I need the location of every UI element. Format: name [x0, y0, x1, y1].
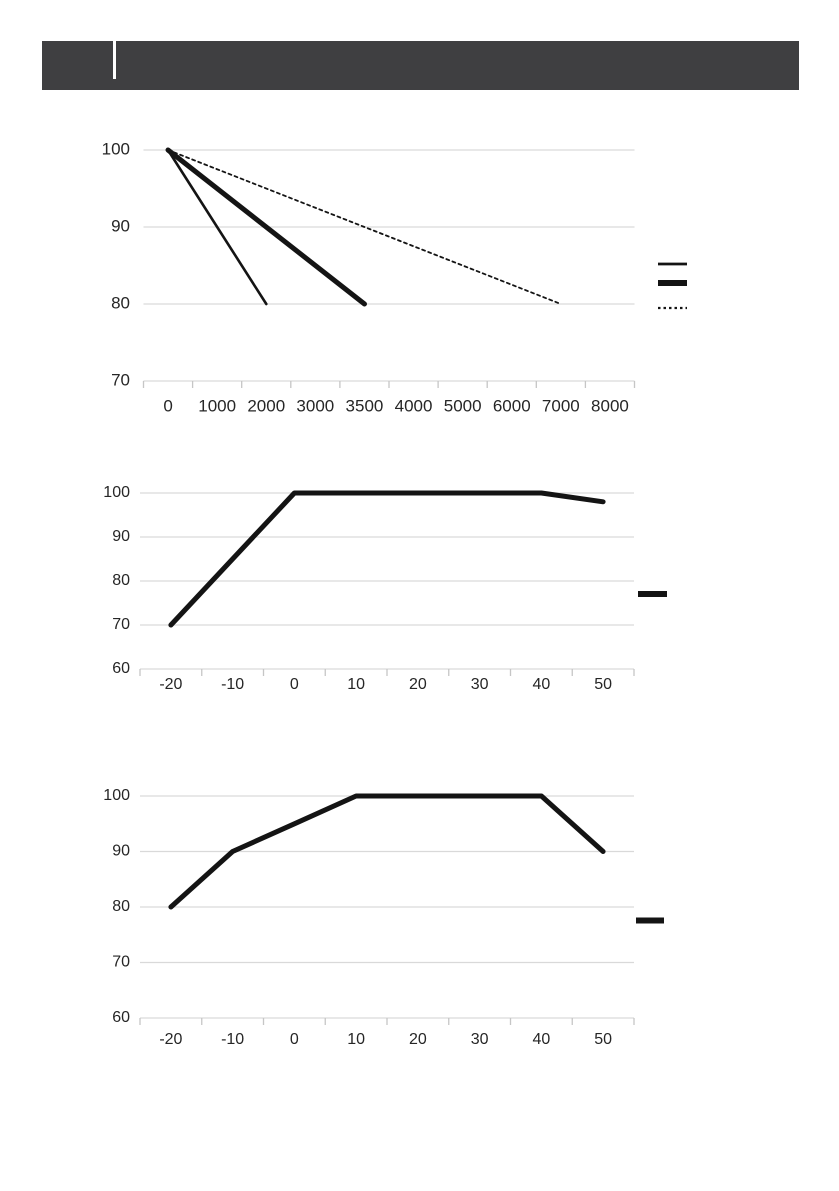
- x-tick-label: 10: [347, 676, 365, 693]
- x-tick-label: 50: [594, 676, 612, 693]
- x-tick-label: 4000: [395, 396, 433, 415]
- y-tick-labels: 100 90 80 70: [102, 139, 130, 389]
- y-tick-label: 100: [103, 484, 130, 501]
- y-tick-label: 80: [111, 293, 130, 312]
- x-tick-label: 3000: [296, 396, 334, 415]
- chart-2-svg: 100 90 80 70 60 -20 -10 0 10 20 30 40 50: [103, 484, 667, 693]
- line-chart-3: 100 90 80 70 60 -20 -10 0 10 20 30 40 50: [80, 770, 740, 1070]
- y-tick-label: 90: [112, 528, 130, 545]
- series-lines: [165, 147, 562, 307]
- x-tick-label: 0: [290, 676, 299, 693]
- x-tick-label: 40: [532, 1031, 550, 1048]
- x-tick-label: -20: [159, 676, 182, 693]
- y-tick-label: 70: [111, 370, 130, 389]
- series-thick-solid-line: [168, 490, 606, 628]
- series-thick-solid-line: [168, 793, 606, 910]
- x-tick-label: 0: [290, 1031, 299, 1048]
- y-gridlines: [140, 795, 634, 1019]
- y-tick-label: 60: [112, 1009, 130, 1026]
- x-tick-label: 30: [471, 676, 489, 693]
- legend: [658, 262, 687, 310]
- x-tick-label: -20: [159, 1031, 182, 1048]
- x-tick-label: 1000: [198, 396, 236, 415]
- series-thick-solid-line: [165, 147, 367, 307]
- x-tick-marks: [142, 381, 636, 388]
- x-tick-marks: [139, 1018, 635, 1025]
- y-tick-label: 80: [112, 572, 130, 589]
- x-tick-labels: 0 1000 2000 3000 3500 4000 5000 6000 7000 8000: [163, 396, 629, 415]
- x-tick-label: 5000: [444, 396, 482, 415]
- x-tick-label: 20: [409, 1031, 427, 1048]
- chart-3-svg: 100 90 80 70 60 -20 -10 0 10 20 30 40 50: [103, 787, 664, 1048]
- y-tick-label: 70: [112, 954, 130, 971]
- header-divider: [113, 41, 116, 79]
- x-tick-label: -10: [221, 1031, 244, 1048]
- x-tick-label: 10: [347, 1031, 365, 1048]
- series-thin-solid-line: [166, 148, 268, 306]
- y-tick-label: 100: [102, 139, 130, 158]
- series-dotted-line: [167, 149, 562, 305]
- y-tick-label: 80: [112, 898, 130, 915]
- x-tick-labels: -20 -10 0 10 20 30 40 50: [159, 1031, 612, 1048]
- y-gridlines: [143, 149, 635, 382]
- y-tick-label: 70: [112, 616, 130, 633]
- x-tick-label: 20: [409, 676, 427, 693]
- y-tick-label: 90: [111, 216, 130, 235]
- x-tick-labels: -20 -10 0 10 20 30 40 50: [159, 676, 612, 693]
- y-tick-labels: 100 90 80 70 60: [103, 787, 130, 1026]
- y-tick-label: 60: [112, 660, 130, 677]
- x-tick-label: 30: [471, 1031, 489, 1048]
- series-lines: [168, 793, 606, 910]
- x-tick-marks: [139, 669, 635, 676]
- x-tick-label: -10: [221, 676, 244, 693]
- y-tick-labels: 100 90 80 70 60: [103, 484, 130, 677]
- series-lines: [168, 490, 606, 628]
- y-tick-label: 100: [103, 787, 130, 804]
- y-tick-label: 90: [112, 843, 130, 860]
- x-tick-label: 50: [594, 1031, 612, 1048]
- chart-1-svg: 100 90 80 70 0 1000 2000 3000 3500 4000 5000 6000 70…: [102, 139, 687, 415]
- x-tick-label: 2000: [247, 396, 285, 415]
- x-tick-label: 40: [532, 676, 550, 693]
- x-tick-label: 8000: [591, 396, 629, 415]
- x-tick-label: 0: [163, 396, 172, 415]
- x-tick-label: 3500: [346, 396, 384, 415]
- line-chart-1: 100 90 80 70 0 1000 2000 3000 3500 4000 5000 6000 70…: [80, 135, 740, 435]
- x-tick-label: 6000: [493, 396, 531, 415]
- header-bar: [42, 41, 799, 90]
- line-chart-2: 100 90 80 70 60 -20 -10 0 10 20 30 40 50: [80, 470, 740, 715]
- x-tick-label: 7000: [542, 396, 580, 415]
